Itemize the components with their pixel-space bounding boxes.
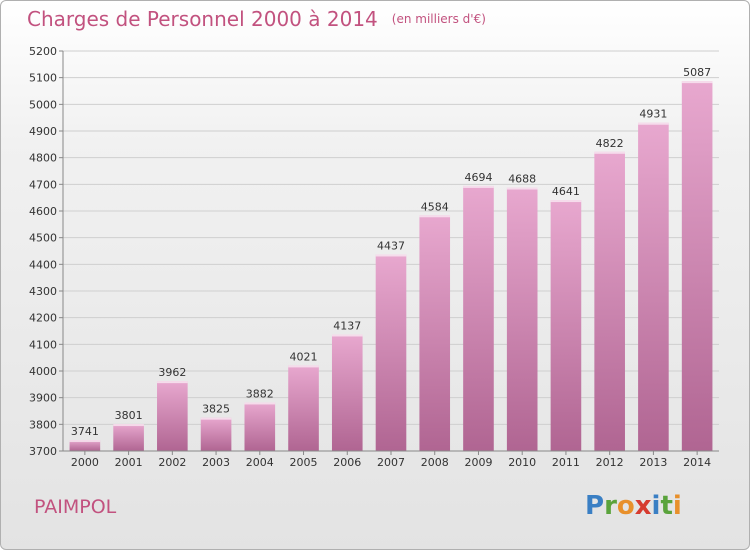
x-tick-label: 2013 (639, 456, 667, 469)
bar (638, 122, 669, 451)
bar (157, 381, 188, 451)
chart-title-unit: (en milliers d'€) (391, 12, 486, 26)
bar-highlight (375, 254, 407, 257)
bar (463, 185, 494, 451)
bar (288, 365, 319, 451)
y-tick-label: 4700 (29, 178, 57, 191)
x-tick-label: 2005 (290, 456, 318, 469)
bar (331, 334, 363, 451)
bar (244, 402, 276, 451)
bar-highlight (244, 402, 276, 405)
bars: 3741 3801 3962 3825 3882 4021 4137 4437 4584 4694… (69, 66, 713, 452)
y-tick-label: 4800 (29, 152, 57, 165)
x-tick-label: 2008 (421, 456, 449, 469)
x-axis: 2000 2001 2002 2003 2004 2005 2006 2007 2008 2009… (63, 450, 719, 469)
bar-highlight (681, 81, 713, 84)
bar-highlight (113, 424, 144, 427)
y-tick-label: 4500 (29, 232, 57, 245)
y-tick-label: 4900 (29, 125, 57, 138)
bar-value-label: 4021 (290, 350, 318, 363)
y-tick-label: 4000 (29, 365, 57, 378)
y-tick-label: 4600 (29, 205, 57, 218)
x-tick-label: 2009 (464, 456, 492, 469)
logo-letter: o (616, 491, 635, 521)
y-axis: 3700 3800 3900 4000 4100 4200 4300 4400 4500 4600… (29, 45, 64, 458)
bar-value-label: 3882 (246, 387, 274, 400)
bar-value-label: 3825 (202, 403, 230, 416)
bar (200, 417, 232, 451)
bar-value-label: 4137 (333, 319, 361, 332)
logo-letter: P (585, 491, 605, 521)
x-tick-label: 2012 (596, 456, 624, 469)
bar-value-label: 4584 (421, 200, 449, 213)
bar-highlight (506, 187, 538, 190)
y-tick-label: 3700 (29, 445, 57, 458)
bar (506, 187, 538, 452)
bar-value-label: 4931 (639, 108, 667, 121)
logo-letter: r (604, 491, 617, 521)
x-tick-label: 2004 (246, 456, 274, 469)
bar-highlight (331, 334, 363, 337)
bar-highlight (288, 365, 319, 368)
bar (113, 424, 144, 451)
logo-letter: i (651, 491, 661, 521)
y-tick-label: 5000 (29, 98, 57, 111)
y-tick-label: 4400 (29, 258, 57, 271)
bar-highlight (69, 440, 101, 443)
bar-highlight (157, 381, 188, 384)
bar-highlight (419, 215, 451, 218)
bar-value-label: 4694 (464, 171, 492, 184)
bar-highlight (594, 151, 625, 154)
bar-highlight (200, 417, 232, 420)
x-tick-label: 2011 (552, 456, 580, 469)
bar-value-label: 3741 (71, 425, 99, 438)
bar (550, 200, 582, 451)
y-tick-label: 4200 (29, 312, 57, 325)
logo-letter: i (672, 491, 682, 521)
logo-letter: t (660, 491, 673, 521)
bar-value-label: 4822 (596, 137, 624, 150)
y-tick-label: 3900 (29, 392, 57, 405)
bar (375, 254, 407, 451)
bar (69, 440, 101, 451)
proxiti-logo: Proxiti (585, 491, 682, 521)
bar-value-label: 5087 (683, 66, 711, 79)
bar-value-label: 3962 (158, 366, 186, 379)
bar-value-label: 4437 (377, 239, 405, 252)
y-tick-label: 5200 (29, 45, 57, 58)
x-tick-label: 2007 (377, 456, 405, 469)
x-tick-label: 2001 (115, 456, 143, 469)
x-tick-label: 2010 (508, 456, 536, 469)
bar-highlight (550, 200, 582, 203)
x-tick-label: 2000 (71, 456, 99, 469)
bar-highlight (463, 185, 494, 188)
chart-title: Charges de Personnel 2000 à 2014 (en mill… (27, 7, 486, 31)
y-tick-label: 4300 (29, 285, 57, 298)
bar-highlight (638, 122, 669, 125)
x-tick-label: 2006 (333, 456, 361, 469)
x-tick-label: 2003 (202, 456, 230, 469)
bar-value-label: 4688 (508, 173, 536, 186)
logo-letter: x (634, 491, 652, 521)
bar-value-label: 4641 (552, 185, 580, 198)
x-tick-label: 2002 (158, 456, 186, 469)
x-tick-label: 2014 (683, 456, 711, 469)
chart-title-text: Charges de Personnel 2000 à 2014 (27, 7, 378, 31)
y-tick-label: 3800 (29, 418, 57, 431)
town-name: PAIMPOL (34, 496, 117, 518)
bar (681, 81, 713, 451)
y-tick-label: 4100 (29, 338, 57, 351)
bar (419, 215, 451, 451)
y-tick-label: 5100 (29, 72, 57, 85)
bar-value-label: 3801 (115, 409, 143, 422)
bar (594, 151, 625, 452)
